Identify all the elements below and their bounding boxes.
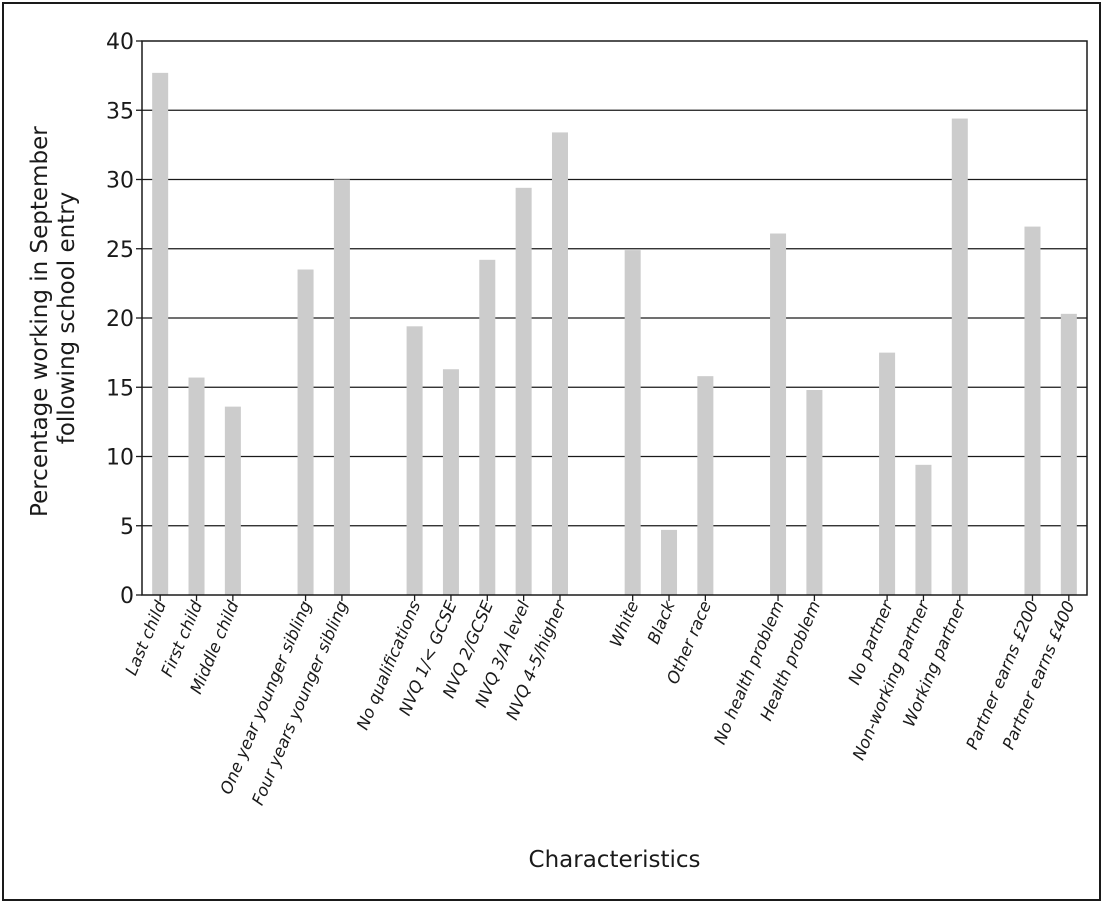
- gridlines: [142, 109, 1087, 527]
- bar: [770, 233, 787, 595]
- bar: [479, 259, 496, 595]
- y-tick-label: 5: [120, 515, 134, 540]
- bar: [951, 118, 968, 595]
- bar: [551, 132, 568, 595]
- y-tick-label: 35: [106, 99, 134, 124]
- y-tick-label: 0: [120, 584, 134, 609]
- bars: [152, 72, 1077, 596]
- bar: [188, 377, 205, 595]
- bar: [806, 390, 823, 595]
- bar: [406, 326, 423, 595]
- y-tick-label: 40: [106, 30, 134, 55]
- bar: [442, 369, 459, 595]
- y-axis-title: Percentage working in September followin…: [27, 119, 80, 517]
- y-tick-label: 30: [106, 169, 134, 194]
- bar: [624, 250, 641, 595]
- bar: [915, 464, 932, 595]
- x-axis-title: Characteristics: [529, 847, 701, 873]
- y-tick-label: 25: [106, 238, 134, 263]
- bar: [224, 406, 241, 595]
- x-tick-label: Black: [644, 597, 679, 647]
- bar: [661, 529, 678, 595]
- y-tick-label: 20: [106, 307, 134, 332]
- y-tick-label: 10: [106, 446, 134, 471]
- bar: [333, 179, 350, 595]
- bar: [697, 376, 714, 595]
- y-axis-ticks: 0 5 10 15 20 25 30 35 40: [106, 30, 142, 609]
- bar: [152, 72, 169, 596]
- y-axis-title-line-2: following school entry: [54, 192, 80, 445]
- bar: [1024, 226, 1041, 595]
- y-axis-title-line-1: Percentage working in September: [27, 126, 53, 517]
- bar: [879, 352, 896, 595]
- y-tick-label: 15: [106, 376, 134, 401]
- x-tick-label: White: [606, 598, 642, 650]
- bar: [1060, 313, 1077, 595]
- bar: [297, 269, 314, 595]
- bar: [515, 187, 532, 595]
